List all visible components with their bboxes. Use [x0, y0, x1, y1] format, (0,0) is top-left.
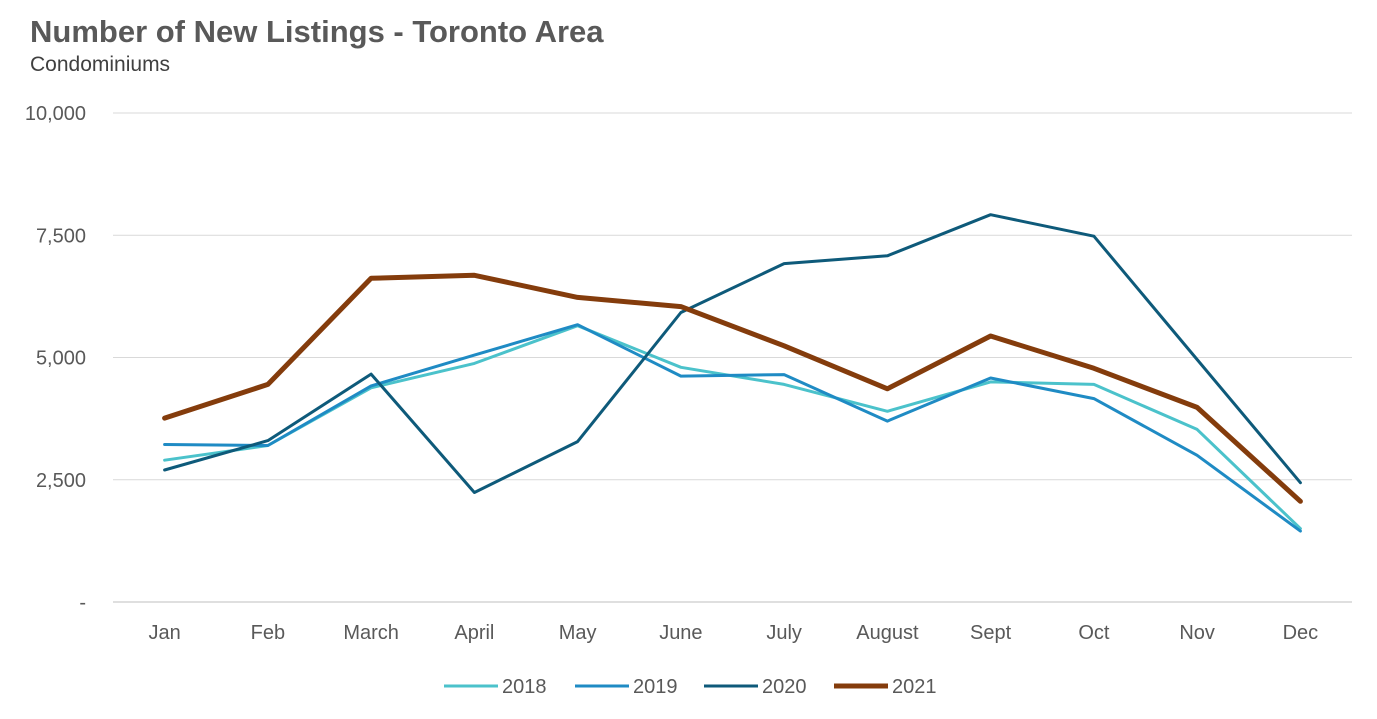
legend-label: 2019 [633, 676, 678, 698]
series-lines [162, 213, 1303, 533]
chart-subtitle: Condominiums [30, 53, 171, 76]
series-line-2021 [162, 272, 1303, 504]
x-tick-label: Sept [970, 622, 1012, 644]
series-line-2018 [163, 324, 1302, 531]
x-tick-label: July [766, 622, 802, 644]
x-tick-label: May [559, 622, 597, 644]
x-tick-label: Feb [251, 622, 285, 644]
y-tick-label: 10,000 [25, 103, 86, 125]
x-tick-label: Jan [149, 622, 181, 644]
x-axis-ticks: Jan Feb March April May June July August Sept Oct… [149, 622, 1319, 644]
x-tick-label: August [856, 622, 919, 644]
legend-label: 2021 [892, 676, 937, 698]
y-tick-label: - [79, 592, 86, 614]
legend-label: 2018 [502, 676, 547, 698]
x-tick-label: Nov [1179, 622, 1215, 644]
legend: 2018 2019 2020 2021 [444, 676, 937, 698]
y-axis-ticks: - 2,500 5,000 7,500 10,000 [25, 103, 86, 614]
legend-label: 2020 [762, 676, 807, 698]
y-tick-label: 2,500 [36, 470, 86, 492]
y-tick-label: 5,000 [36, 348, 86, 370]
x-tick-label: March [343, 622, 399, 644]
x-tick-label: June [659, 622, 702, 644]
chart-title: Number of New Listings - Toronto Area [30, 14, 604, 49]
x-tick-label: Dec [1283, 622, 1319, 644]
x-tick-label: Oct [1078, 622, 1110, 644]
gridlines [113, 112, 1352, 603]
series-line-2020 [163, 213, 1302, 494]
series-line-2019 [163, 323, 1302, 533]
y-tick-label: 7,500 [36, 225, 86, 247]
x-tick-label: April [454, 622, 494, 644]
